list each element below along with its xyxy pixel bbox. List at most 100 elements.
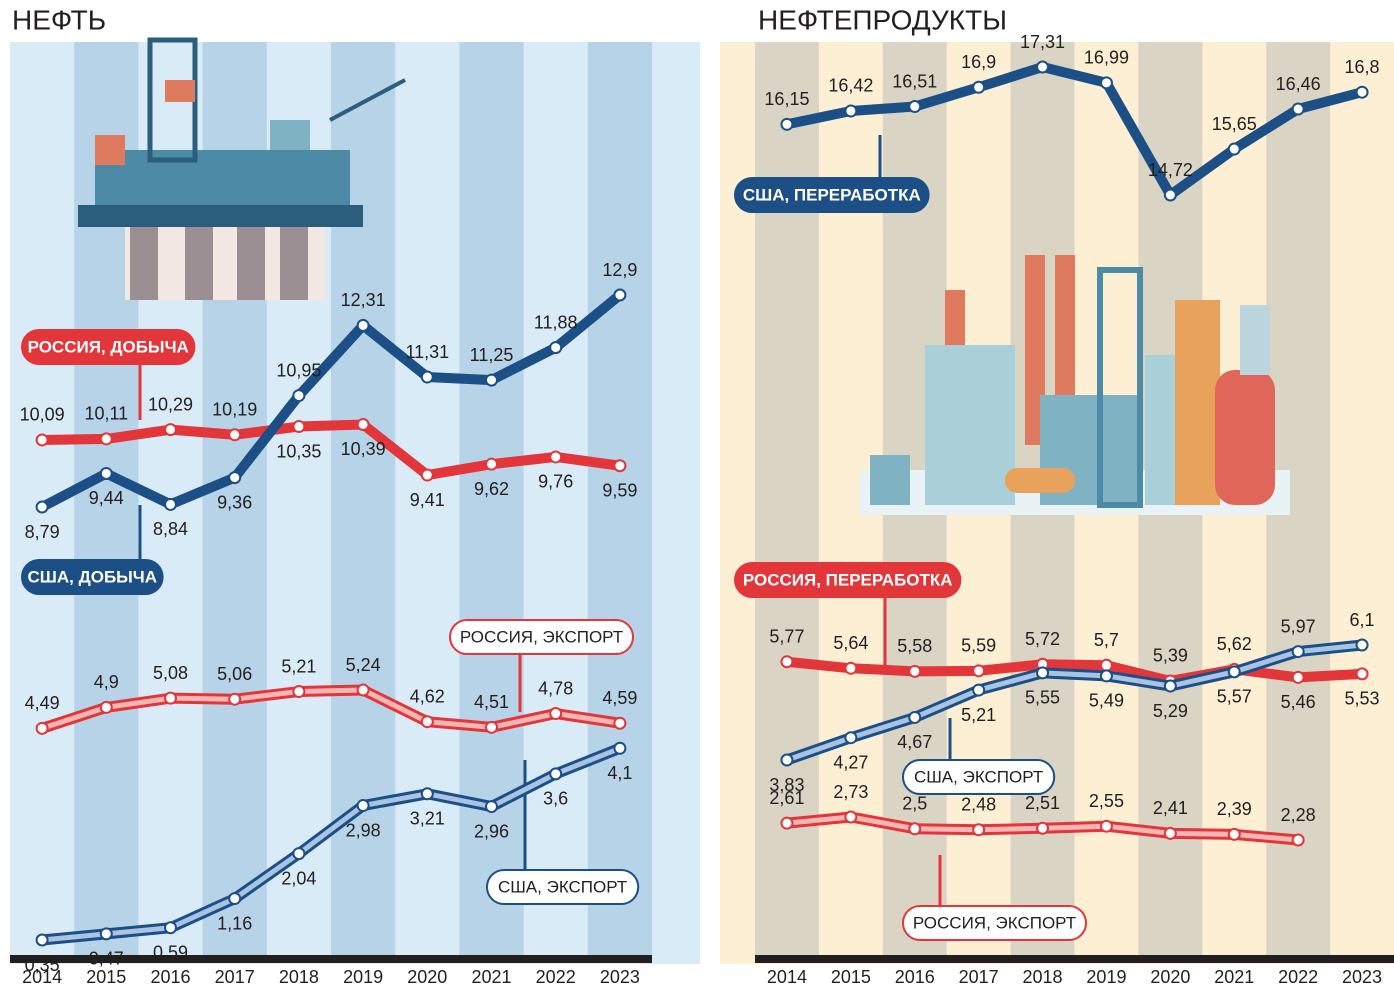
data-label: 0,59 (153, 942, 188, 962)
data-label: 5,06 (217, 664, 252, 684)
data-label: 10,39 (341, 439, 386, 459)
data-label: 1,16 (217, 913, 252, 933)
data-point (973, 685, 984, 696)
data-label: 4,62 (410, 686, 445, 706)
data-label: 9,41 (410, 490, 445, 510)
data-label: 5,57 (1217, 687, 1252, 707)
data-label: 12,31 (341, 290, 386, 310)
data-label: 0,47 (89, 949, 124, 969)
data-point (1357, 640, 1368, 651)
data-point (973, 82, 984, 93)
x-tick-label: 2023 (600, 967, 640, 987)
data-point (229, 472, 240, 483)
legend-label: РОССИЯ, ПЕРЕРАБОТКА (743, 570, 953, 589)
data-label: 16,51 (892, 71, 937, 91)
data-point (293, 421, 304, 432)
x-tick-label: 2019 (1086, 967, 1126, 987)
data-point (781, 656, 792, 667)
data-point (486, 722, 497, 733)
data-point (1293, 104, 1304, 115)
data-point (165, 693, 176, 704)
data-label: 11,31 (405, 342, 449, 362)
legend-label: США, ПЕРЕРАБОТКА (743, 185, 921, 204)
data-label: 5,59 (961, 636, 996, 656)
data-label: 5,58 (897, 636, 932, 656)
data-point (37, 434, 48, 445)
data-point (973, 665, 984, 676)
data-point (1229, 144, 1240, 155)
data-point (1293, 646, 1304, 657)
data-point (37, 502, 48, 513)
x-tick-label: 2018 (1023, 967, 1063, 987)
x-tick-label: 2017 (215, 967, 255, 987)
data-label: 2,39 (1217, 799, 1252, 819)
data-label: 4,1 (607, 763, 632, 783)
data-label: 10,29 (148, 394, 193, 414)
data-point (614, 743, 625, 754)
data-label: 4,9 (94, 672, 119, 692)
data-point (358, 800, 369, 811)
data-label: 16,9 (961, 52, 996, 72)
data-point (422, 716, 433, 727)
data-point (229, 893, 240, 904)
data-label: 17,31 (1020, 32, 1065, 52)
chart-title: НЕФТЕПРОДУКТЫ (758, 4, 1007, 35)
data-label: 2,48 (961, 795, 996, 815)
legend-label: РОССИЯ, ДОБЫЧА (28, 337, 189, 356)
data-point (422, 470, 433, 481)
data-point (37, 723, 48, 734)
data-point (165, 922, 176, 933)
data-label: 5,21 (961, 705, 996, 725)
data-label: 2,41 (1153, 798, 1188, 818)
data-point (165, 424, 176, 435)
data-label: 5,64 (833, 633, 868, 653)
x-tick-label: 2023 (1342, 967, 1382, 987)
data-point (550, 708, 561, 719)
data-point (486, 459, 497, 470)
data-point (845, 663, 856, 674)
data-label: 15,65 (1212, 114, 1257, 134)
legend-label: РОССИЯ, ЭКСПОРТ (460, 627, 623, 646)
data-label: 2,51 (1025, 793, 1060, 813)
data-point (909, 712, 920, 723)
data-label: 12,9 (602, 260, 637, 280)
data-label: 5,72 (1025, 629, 1060, 649)
data-point (358, 419, 369, 430)
data-point (422, 788, 433, 799)
data-label: 5,29 (1153, 701, 1188, 721)
data-point (1037, 62, 1048, 73)
data-label: 3,6 (543, 789, 568, 809)
data-label: 9,59 (602, 480, 637, 500)
data-label: 2,61 (769, 788, 804, 808)
data-label: 4,78 (538, 678, 573, 698)
data-label: 9,36 (217, 492, 252, 512)
data-point (358, 685, 369, 696)
data-point (165, 499, 176, 510)
data-label: 11,25 (470, 345, 514, 365)
x-tick-label: 2014 (767, 967, 807, 987)
data-point (1357, 668, 1368, 679)
data-label: 0,35 (25, 955, 60, 975)
data-point (1165, 828, 1176, 839)
data-point (781, 755, 792, 766)
legend-label: РОССИЯ, ЭКСПОРТ (913, 913, 1076, 932)
data-point (550, 451, 561, 462)
x-tick-label: 2015 (831, 967, 871, 987)
data-label: 9,76 (538, 472, 573, 492)
data-label: 5,24 (346, 655, 381, 675)
data-point (1165, 681, 1176, 692)
data-label: 4,27 (833, 752, 868, 772)
data-point (845, 812, 856, 823)
data-point (909, 101, 920, 112)
legend-label: США, ДОБЫЧА (28, 567, 158, 586)
data-label: 16,15 (764, 89, 809, 109)
data-label: 16,8 (1345, 57, 1380, 77)
data-label: 6,1 (1350, 610, 1375, 630)
x-tick-label: 2019 (343, 967, 383, 987)
data-label: 5,53 (1345, 689, 1380, 709)
data-label: 14,72 (1148, 160, 1193, 180)
data-label: 5,21 (281, 656, 316, 676)
data-point (1037, 667, 1048, 678)
data-label: 4,51 (474, 692, 509, 712)
data-point (1165, 190, 1176, 201)
